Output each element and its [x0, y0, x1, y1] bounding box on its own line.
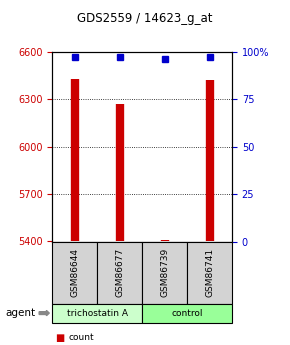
Text: agent: agent — [6, 308, 36, 318]
Text: control: control — [171, 308, 203, 318]
Text: GDS2559 / 14623_g_at: GDS2559 / 14623_g_at — [77, 12, 213, 25]
Text: GSM86644: GSM86644 — [70, 248, 79, 297]
Text: trichostatin A: trichostatin A — [67, 308, 128, 318]
Text: count: count — [68, 333, 94, 342]
Text: GSM86741: GSM86741 — [205, 248, 214, 297]
Text: GSM86677: GSM86677 — [115, 248, 124, 297]
Text: GSM86739: GSM86739 — [160, 248, 169, 297]
Text: ■: ■ — [55, 333, 64, 343]
